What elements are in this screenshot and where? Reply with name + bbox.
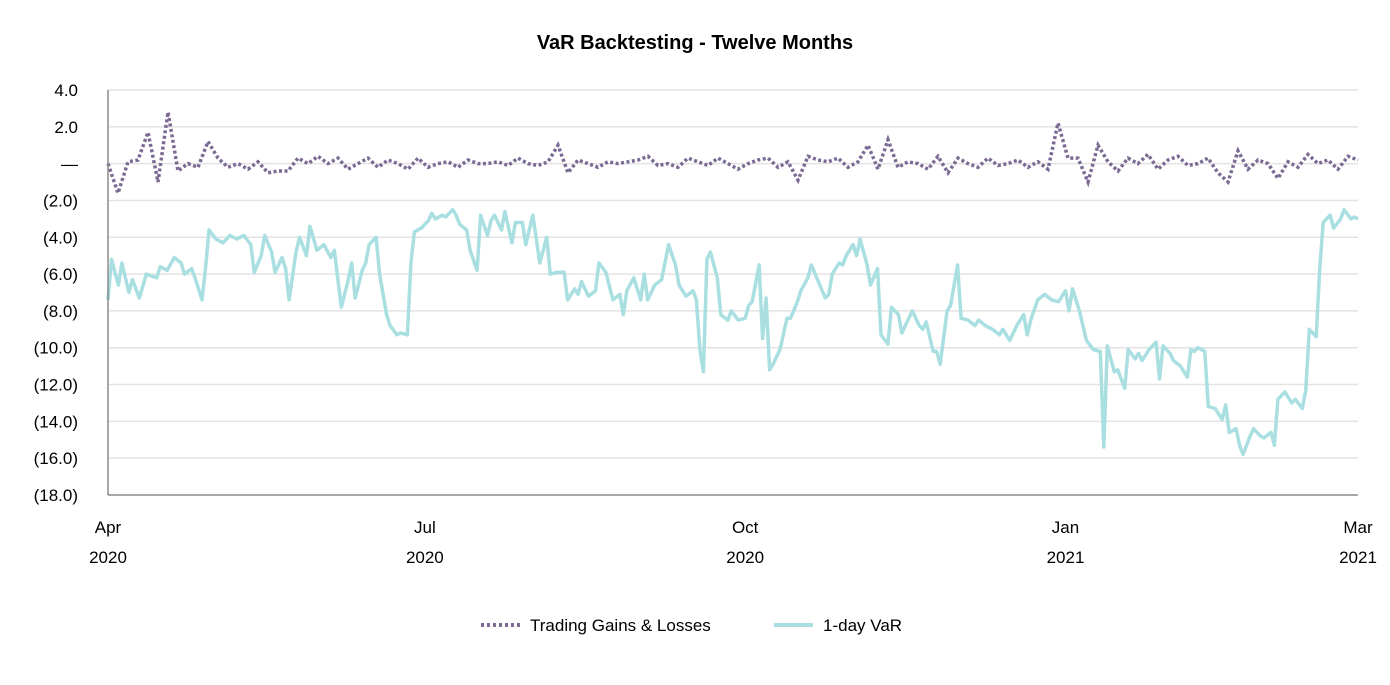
- legend-item-var: 1-day VaR: [774, 616, 902, 635]
- x-tick-month: Jul: [414, 518, 436, 537]
- x-tick-month: Oct: [732, 518, 759, 537]
- x-tick-year: 2020: [406, 548, 444, 567]
- x-tick-year: 2020: [89, 548, 127, 567]
- y-tick-label: (4.0): [43, 228, 78, 247]
- y-tick-label: (14.0): [34, 412, 78, 431]
- x-axis-ticks: Apr 2020 Jul 2020 Oct 2020 Jan 2021 Mar 2021: [89, 518, 1377, 567]
- x-tick-year: 2021: [1047, 548, 1085, 567]
- legend: Trading Gains & Losses 1-day VaR: [481, 616, 902, 635]
- y-tick-label: (6.0): [43, 265, 78, 284]
- y-tick-label: —: [61, 155, 78, 174]
- x-tick-month: Jan: [1052, 518, 1079, 537]
- y-axis-ticks: 4.0 2.0 — (2.0) (4.0) (6.0) (8.0) (10.0) (12.0) (…: [34, 81, 78, 505]
- x-tick-year: 2020: [726, 548, 764, 567]
- y-tick-label: (12.0): [34, 376, 78, 395]
- y-tick-label: (10.0): [34, 339, 78, 358]
- x-tick-month: Mar: [1343, 518, 1373, 537]
- y-tick-label: (8.0): [43, 302, 78, 321]
- y-tick-label: (18.0): [34, 486, 78, 505]
- y-tick-label: (2.0): [43, 191, 78, 210]
- legend-label-var: 1-day VaR: [823, 616, 902, 635]
- series-line-trading-gains-losses: [106, 111, 1359, 199]
- y-tick-label: (16.0): [34, 449, 78, 468]
- y-tick-label: 2.0: [54, 118, 78, 137]
- x-tick-month: Apr: [95, 518, 122, 537]
- series-layer: [106, 111, 1359, 457]
- x-tick-year: 2021: [1339, 548, 1377, 567]
- gridlines: [108, 89, 1358, 459]
- chart-title: VaR Backtesting - Twelve Months: [537, 32, 853, 54]
- legend-label-trading: Trading Gains & Losses: [530, 616, 711, 635]
- series-line-1-day-var: [106, 207, 1359, 457]
- legend-item-trading: Trading Gains & Losses: [481, 616, 711, 635]
- y-tick-label: 4.0: [54, 81, 78, 100]
